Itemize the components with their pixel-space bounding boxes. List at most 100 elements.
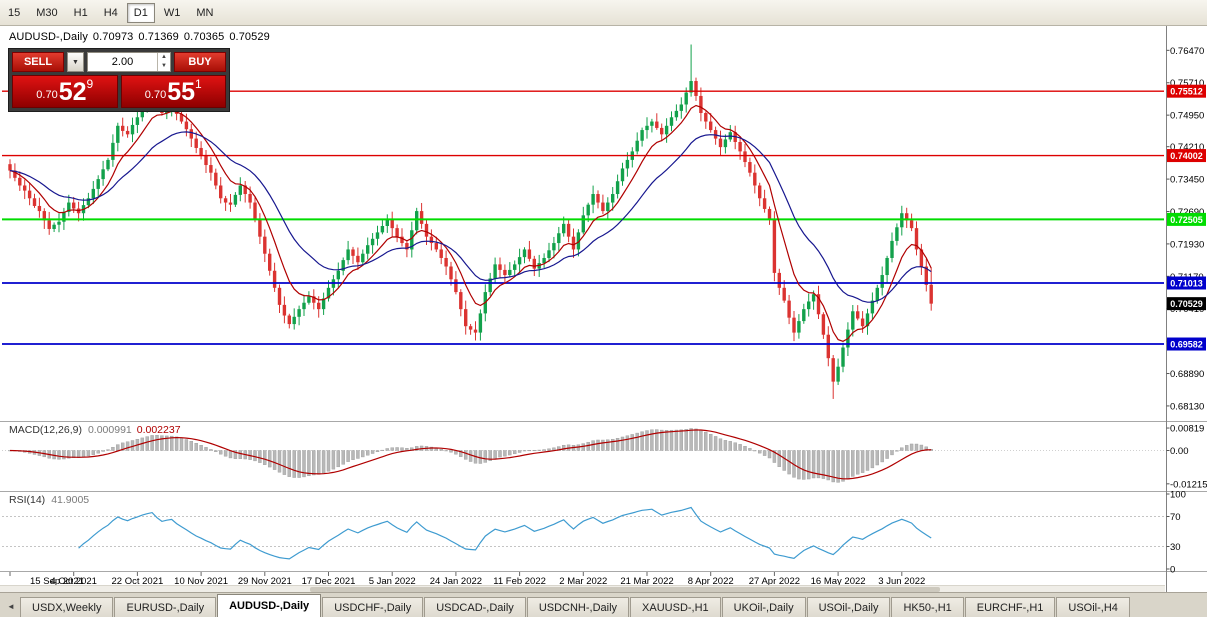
candle-body	[277, 287, 282, 305]
macd-bar	[189, 441, 194, 451]
chart-tab-usdx-weekly[interactable]: USDX,Weekly	[20, 597, 114, 617]
macd-bar	[532, 450, 536, 452]
symbol-name: AUDUSD-,Daily	[9, 31, 88, 43]
chart-symbol-header: AUDUSD-,Daily 0.70973 0.71369 0.70365 0.7052…	[9, 31, 275, 43]
macd-bar	[366, 450, 370, 456]
timeframe-m30-button[interactable]: M30	[29, 3, 64, 23]
macd-bar	[758, 450, 762, 454]
candle-body	[611, 194, 615, 203]
macd-bar	[503, 450, 507, 457]
macd-indicator-name: MACD(12,26,9)	[9, 424, 82, 436]
candle-body	[566, 223, 571, 237]
candle-body	[924, 266, 928, 285]
chart-tab-usdcad-daily[interactable]: USDCAD-,Daily	[424, 597, 526, 617]
candle-body	[811, 294, 816, 302]
candle-body	[640, 130, 644, 141]
rsi-panel-header: RSI(14) 41.9005	[9, 494, 89, 506]
macd-bar	[67, 450, 71, 459]
macd-bar	[650, 429, 654, 451]
macd-bar	[713, 436, 718, 451]
chart-tab-xauusd-h1[interactable]: XAUUSD-,H1	[630, 597, 721, 617]
timeframe-d1-button[interactable]: D1	[126, 2, 155, 23]
chart-tab-audusd-daily[interactable]: AUDUSD-,Daily	[217, 594, 322, 617]
macd-bar	[679, 429, 683, 451]
chart-tab-eurchf-h1[interactable]: EURCHF-,H1	[964, 597, 1056, 617]
macd-bar	[723, 440, 728, 451]
chart-tab-usoil-daily[interactable]: USOil-,Daily	[806, 597, 891, 617]
macd-bar	[919, 444, 924, 451]
macd-bar	[488, 450, 492, 461]
price-tick-label: 0.73450	[1170, 175, 1204, 186]
macd-bar	[184, 439, 189, 451]
sell-button[interactable]: SELL	[12, 52, 64, 72]
macd-bar	[870, 450, 875, 469]
timeframe-15-button[interactable]: 15	[1, 3, 27, 23]
macd-bar	[57, 450, 61, 460]
candle-body	[517, 257, 522, 265]
macd-bar	[807, 450, 811, 480]
macd-bar	[493, 450, 497, 459]
horizontal-scrollbar[interactable]	[0, 585, 1165, 592]
volume-stepper[interactable]: 2.00 ▲ ▼	[87, 52, 171, 72]
chart-tab-usoil-h4[interactable]: USOil-,H4	[1056, 597, 1130, 617]
candle-body	[429, 236, 434, 244]
rsi-axis-label: 100	[1170, 490, 1186, 501]
macd-axis-label: 0.00	[1170, 446, 1189, 457]
macd-bar	[81, 450, 86, 458]
candle-body	[723, 139, 728, 148]
macd-bar	[307, 450, 311, 477]
rsi-indicator-name: RSI(14)	[9, 494, 46, 506]
candle-body	[116, 125, 120, 143]
macd-bar	[341, 450, 345, 465]
volume-value[interactable]: 2.00	[111, 56, 134, 68]
chart-tab-usdcnh-daily[interactable]: USDCNH-,Daily	[526, 597, 630, 617]
macd-bar	[772, 450, 777, 463]
sell-price-display[interactable]: 0.70 52 9	[12, 75, 118, 108]
macd-bar	[895, 450, 899, 452]
date-label: 4 Oct 2021	[50, 576, 96, 587]
macd-bar	[542, 449, 546, 451]
chart-tab-ukoil-daily[interactable]: UKOil-,Daily	[721, 597, 806, 617]
chart-canvas[interactable]: 0.76470 0.75710 0.74950 0.74210 0.73450 0.726…	[0, 26, 1207, 592]
candle-body	[263, 236, 267, 254]
macd-bar	[150, 435, 154, 451]
macd-bar	[395, 447, 399, 451]
rsi-axis-label: 70	[1170, 512, 1181, 523]
candle-body	[679, 104, 683, 111]
candle-body	[189, 129, 193, 139]
timeframe-h1-button[interactable]: H1	[67, 3, 95, 23]
candle-body	[571, 236, 576, 250]
volume-increase-button[interactable]: ▲	[161, 54, 167, 60]
buy-price-big: 55	[167, 78, 196, 106]
chart-tab-hk50-h1[interactable]: HK50-,H1	[891, 597, 964, 617]
candle-body	[444, 257, 448, 267]
macd-bar	[125, 441, 130, 451]
macd-bar	[591, 440, 595, 451]
buy-price-display[interactable]: 0.70 55 1	[120, 75, 226, 108]
chart-tab-usdchf-daily[interactable]: USDCHF-,Daily	[322, 597, 424, 617]
macd-bar	[762, 450, 767, 456]
volume-decrease-button[interactable]: ▼	[161, 63, 167, 69]
macd-bar	[821, 450, 826, 479]
horizontal-scrollbar-thumb[interactable]	[310, 587, 940, 592]
candle-body	[111, 142, 115, 160]
timeframe-mn-button[interactable]: MN	[189, 3, 220, 23]
macd-panel-header: MACD(12,26,9) 0.000991 0.002237	[9, 424, 181, 436]
trade-options-dropdown[interactable]: ▼	[67, 52, 84, 72]
timeframe-w1-button[interactable]: W1	[157, 3, 188, 23]
macd-bar	[547, 448, 551, 451]
candle-body	[410, 230, 414, 250]
macd-bar	[620, 436, 625, 451]
chevron-down-icon: ▼	[72, 58, 79, 66]
macd-bar	[351, 450, 355, 460]
tabs-scroll-left-button[interactable]: ◄	[2, 597, 20, 616]
candle-body	[317, 302, 321, 310]
candle-body	[909, 220, 914, 229]
date-label: 15 Sep 2021	[30, 576, 84, 587]
buy-button[interactable]: BUY	[174, 52, 226, 72]
candle-body	[674, 110, 679, 118]
candle-body	[552, 243, 556, 251]
chart-tab-eurusd-daily[interactable]: EURUSD-,Daily	[114, 597, 217, 617]
timeframe-h4-button[interactable]: H4	[97, 3, 125, 23]
candle-body	[860, 318, 865, 327]
